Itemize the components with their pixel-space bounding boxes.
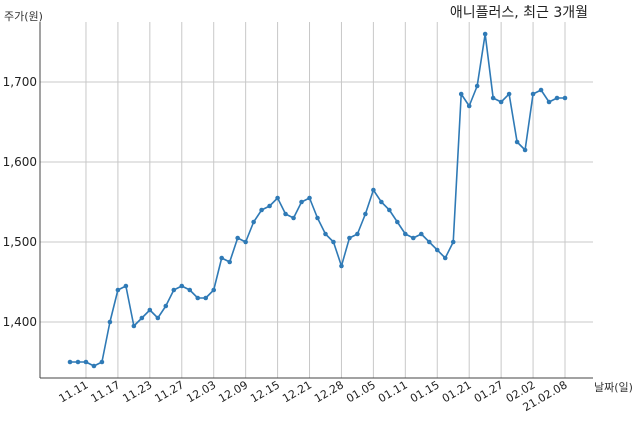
x-tick-label: 01.05 bbox=[344, 378, 378, 405]
data-point bbox=[474, 83, 480, 89]
data-point bbox=[179, 283, 185, 289]
data-point bbox=[91, 363, 97, 369]
data-point bbox=[339, 263, 344, 269]
data-point bbox=[514, 139, 520, 145]
x-tick-label: 12.21 bbox=[280, 378, 314, 405]
data-point bbox=[506, 91, 512, 97]
x-tick-label: 01.15 bbox=[408, 378, 442, 405]
data-point bbox=[411, 235, 416, 241]
x-tick-label: 12.28 bbox=[312, 378, 346, 405]
data-point bbox=[219, 255, 224, 261]
data-points bbox=[67, 31, 568, 369]
x-tick-labels: 11.1111.1711.2311.2712.0312.0912.1512.21… bbox=[57, 378, 570, 414]
data-point bbox=[347, 235, 352, 241]
x-tick-label: 01.11 bbox=[376, 378, 410, 405]
data-point bbox=[283, 211, 288, 217]
data-point bbox=[522, 147, 528, 153]
data-point bbox=[227, 259, 232, 265]
series-line bbox=[70, 33, 565, 367]
data-point bbox=[299, 199, 304, 205]
y-axis-label: 주가(원) bbox=[4, 10, 43, 23]
data-point bbox=[171, 287, 177, 293]
data-point bbox=[490, 95, 496, 101]
data-point bbox=[251, 219, 256, 225]
data-point bbox=[371, 187, 376, 193]
data-point bbox=[243, 239, 248, 245]
price-line bbox=[70, 33, 565, 367]
grid bbox=[40, 22, 593, 378]
data-point bbox=[379, 199, 384, 205]
data-point bbox=[538, 87, 544, 93]
data-point bbox=[235, 235, 240, 241]
y-tick-label: 1,400 bbox=[3, 315, 37, 329]
x-tick-label: 11.27 bbox=[152, 378, 186, 405]
y-tick-label: 1,600 bbox=[3, 155, 37, 169]
data-point bbox=[75, 359, 81, 365]
data-point bbox=[187, 287, 193, 293]
x-axis-label: 날짜(일) bbox=[594, 380, 633, 394]
data-point bbox=[554, 95, 560, 101]
x-tick-label: 01.27 bbox=[472, 378, 506, 405]
data-point bbox=[107, 319, 113, 325]
data-point bbox=[83, 359, 89, 365]
axes bbox=[39, 22, 593, 379]
y-tick-labels: 1,400 1,500 1,600 1,700 bbox=[3, 75, 37, 329]
x-tick-label: 01.21 bbox=[440, 378, 474, 405]
data-point bbox=[363, 211, 368, 217]
data-point bbox=[99, 359, 105, 365]
y-tick-label: 1,700 bbox=[3, 75, 37, 89]
chart-title: 애니플러스, 최근 3개월 bbox=[450, 5, 588, 21]
data-point bbox=[315, 215, 320, 221]
data-point bbox=[562, 95, 568, 101]
data-point bbox=[403, 231, 408, 237]
data-point bbox=[442, 255, 448, 261]
data-point bbox=[195, 295, 201, 301]
data-point bbox=[291, 215, 296, 221]
data-point bbox=[418, 231, 424, 237]
y-tick-label: 1,500 bbox=[3, 235, 37, 249]
x-tick-label: 11.17 bbox=[89, 378, 123, 405]
data-point bbox=[434, 247, 440, 253]
x-tick-label: 12.03 bbox=[184, 378, 218, 405]
data-point bbox=[275, 195, 280, 201]
x-tick-label: 12.09 bbox=[216, 378, 250, 405]
data-point bbox=[203, 295, 209, 301]
data-point bbox=[546, 99, 552, 105]
data-point bbox=[466, 103, 472, 109]
data-point bbox=[131, 323, 137, 329]
data-point bbox=[211, 287, 217, 293]
data-point bbox=[259, 207, 264, 213]
data-point bbox=[355, 231, 360, 237]
data-point bbox=[395, 219, 400, 225]
data-point bbox=[530, 91, 536, 97]
data-point bbox=[426, 239, 432, 245]
data-point bbox=[331, 239, 336, 245]
data-point bbox=[307, 195, 312, 201]
data-point bbox=[267, 203, 272, 209]
data-point bbox=[139, 315, 145, 321]
data-point bbox=[498, 99, 504, 105]
x-tick-label: 11.11 bbox=[57, 378, 91, 405]
data-point bbox=[163, 303, 169, 309]
data-point bbox=[123, 283, 129, 289]
x-tick-label: 11.23 bbox=[121, 378, 155, 405]
data-point bbox=[67, 359, 73, 365]
data-point bbox=[115, 287, 121, 293]
data-point bbox=[147, 307, 153, 313]
data-point bbox=[458, 91, 464, 97]
data-point bbox=[482, 31, 488, 37]
data-point bbox=[323, 231, 328, 237]
data-point bbox=[155, 315, 161, 321]
data-point bbox=[450, 239, 456, 245]
x-tick-label: 12.15 bbox=[248, 378, 282, 405]
data-point bbox=[387, 207, 392, 213]
